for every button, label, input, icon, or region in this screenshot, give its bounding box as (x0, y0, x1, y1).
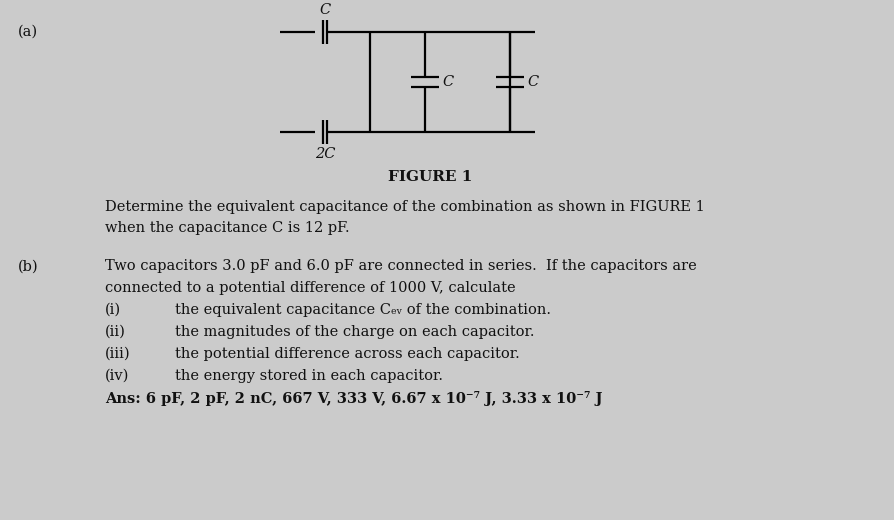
Text: the energy stored in each capacitor.: the energy stored in each capacitor. (175, 369, 443, 383)
Text: (iii): (iii) (105, 347, 131, 361)
Text: Two capacitors 3.0 pF and 6.0 pF are connected in series.  If the capacitors are: Two capacitors 3.0 pF and 6.0 pF are con… (105, 259, 696, 273)
Text: the potential difference across each capacitor.: the potential difference across each cap… (175, 347, 519, 361)
Text: the magnitudes of the charge on each capacitor.: the magnitudes of the charge on each cap… (175, 325, 534, 339)
Text: C: C (319, 3, 330, 17)
Text: (iv): (iv) (105, 369, 130, 383)
Text: FIGURE 1: FIGURE 1 (387, 170, 472, 184)
Text: (ii): (ii) (105, 325, 126, 339)
Text: the equivalent capacitance Cₑᵥ of the combination.: the equivalent capacitance Cₑᵥ of the co… (175, 303, 551, 317)
Text: (i): (i) (105, 303, 121, 317)
Text: (a): (a) (18, 24, 38, 38)
Text: when the capacitance C is 12 pF.: when the capacitance C is 12 pF. (105, 222, 350, 236)
Text: Ans: 6 pF, 2 pF, 2 nC, 667 V, 333 V, 6.67 x 10⁻⁷ J, 3.33 x 10⁻⁷ J: Ans: 6 pF, 2 pF, 2 nC, 667 V, 333 V, 6.6… (105, 391, 602, 406)
Text: 2C: 2C (315, 147, 335, 161)
Text: (b): (b) (18, 259, 38, 273)
Text: C: C (442, 75, 452, 89)
Text: connected to a potential difference of 1000 V, calculate: connected to a potential difference of 1… (105, 281, 515, 295)
Text: Determine the equivalent capacitance of the combination as shown in FIGURE 1: Determine the equivalent capacitance of … (105, 200, 704, 214)
Text: C: C (527, 75, 537, 89)
